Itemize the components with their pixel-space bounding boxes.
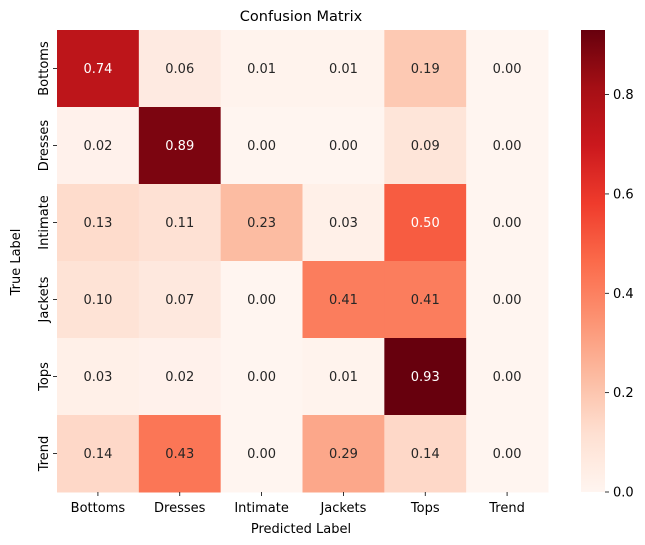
cell-value-label: 0.19 — [411, 62, 440, 77]
cell-value-label: 0.02 — [165, 370, 194, 385]
y-tick-label: Intimate — [37, 195, 52, 250]
colorbar-tick-label: 0.6 — [613, 187, 634, 202]
x-axis-ticks: Bottoms Dresses Intimate Jackets Tops Trend — [71, 492, 525, 516]
cell-value-label: 0.00 — [493, 370, 522, 385]
heatmap-cell — [384, 338, 467, 416]
heatmap-cell — [384, 30, 467, 108]
x-tick-label: Dresses — [154, 501, 206, 516]
chart-title: Confusion Matrix — [240, 9, 363, 25]
y-axis-ticks: Bottoms Dresses Intimate Jackets Tops Trend — [37, 41, 57, 472]
cell-value-label: 0.11 — [165, 216, 194, 231]
cell-value-label: 0.00 — [247, 293, 276, 308]
heatmap-cell — [57, 30, 140, 108]
cell-value-label: 0.14 — [83, 447, 112, 462]
x-tick-label: Trend — [488, 501, 525, 516]
heatmap-cell — [138, 338, 222, 416]
heatmap-cell — [302, 338, 385, 416]
x-tick-label: Tops — [410, 501, 440, 516]
cell-value-label: 0.14 — [411, 447, 440, 462]
heatmap-cell — [57, 261, 140, 339]
heatmap-cell — [384, 261, 467, 339]
cell-value-label: 0.29 — [329, 447, 358, 462]
heatmap-cell — [466, 30, 549, 108]
heatmap-cell — [302, 107, 385, 185]
x-tick-label: Jackets — [319, 501, 366, 516]
heatmap-cell — [57, 107, 140, 185]
heatmap-cell — [138, 184, 222, 262]
heatmap-cell — [220, 30, 303, 108]
heatmap-cell — [57, 184, 140, 262]
heatmap-cell — [220, 184, 303, 262]
heatmap-cell — [220, 107, 303, 185]
heatmap-cell — [384, 415, 467, 493]
x-tick-label: Intimate — [234, 501, 289, 516]
y-tick-label: Bottoms — [37, 41, 52, 96]
cell-value-label: 0.43 — [165, 447, 194, 462]
heatmap-cell — [466, 184, 549, 262]
cell-value-label: 0.23 — [247, 216, 276, 231]
heatmap-cell — [138, 107, 222, 185]
colorbar-tick-label: 0.4 — [613, 287, 634, 302]
cell-value-label: 0.00 — [247, 370, 276, 385]
cell-value-label: 0.03 — [329, 216, 358, 231]
cell-value-label: 0.09 — [411, 139, 440, 154]
heatmap-cell — [302, 415, 385, 493]
heatmap-cell — [57, 338, 140, 416]
cell-value-label: 0.00 — [247, 447, 276, 462]
heatmap-cell — [138, 30, 222, 108]
heatmap-cell — [138, 261, 222, 339]
heatmap-cell — [302, 30, 385, 108]
heatmap-cell — [57, 415, 140, 493]
heatmap-cells: 0.74 0.06 0.01 0.01 0.19 0.00 0.02 0.89 0.00 0.00… — [57, 30, 549, 493]
heatmap-cell — [138, 415, 222, 493]
y-tick-label: Dresses — [37, 120, 52, 172]
heatmap-cell — [466, 415, 549, 493]
cell-value-label: 0.01 — [329, 370, 358, 385]
cell-value-label: 0.89 — [165, 139, 194, 154]
cell-value-label: 0.41 — [411, 293, 440, 308]
cell-value-label: 0.41 — [329, 293, 358, 308]
heatmap-cell — [302, 184, 385, 262]
y-tick-label: Trend — [37, 436, 52, 473]
cell-value-label: 0.03 — [83, 370, 112, 385]
cell-value-label: 0.07 — [165, 293, 194, 308]
y-axis-label: True Label — [9, 229, 24, 297]
cell-value-label: 0.00 — [329, 139, 358, 154]
cell-value-label: 0.50 — [411, 216, 440, 231]
y-tick-label: Tops — [37, 362, 52, 392]
heatmap-cell — [384, 184, 467, 262]
y-tick-label: Jackets — [37, 276, 52, 323]
heatmap-cell — [302, 261, 385, 339]
cell-value-label: 0.13 — [83, 216, 112, 231]
cell-value-label: 0.00 — [493, 447, 522, 462]
cell-value-label: 0.00 — [493, 139, 522, 154]
x-tick-label: Bottoms — [71, 501, 126, 516]
heatmap-cell — [220, 338, 303, 416]
colorbar — [581, 30, 605, 492]
cell-value-label: 0.00 — [493, 62, 522, 77]
colorbar-tick-label: 0.2 — [613, 386, 634, 401]
colorbar-tick-label: 0.0 — [613, 486, 634, 501]
heatmap-cell — [220, 261, 303, 339]
cell-value-label: 0.00 — [247, 139, 276, 154]
heatmap-cell — [220, 415, 303, 493]
heatmap-cell — [466, 261, 549, 339]
cell-value-label: 0.93 — [411, 370, 440, 385]
cell-value-label: 0.10 — [83, 293, 112, 308]
colorbar-ticks: 0.0 0.2 0.4 0.6 0.8 — [605, 88, 634, 501]
heatmap-cell — [384, 107, 467, 185]
cell-value-label: 0.06 — [165, 62, 194, 77]
colorbar-tick-label: 0.8 — [613, 88, 634, 103]
cell-value-label: 0.00 — [493, 216, 522, 231]
cell-value-label: 0.02 — [83, 139, 112, 154]
cell-value-label: 0.74 — [83, 62, 112, 77]
x-axis-label: Predicted Label — [251, 522, 351, 537]
cell-value-label: 0.01 — [329, 62, 358, 77]
cell-value-label: 0.00 — [493, 293, 522, 308]
heatmap-cell — [466, 107, 549, 185]
cell-value-label: 0.01 — [247, 62, 276, 77]
heatmap-cell — [466, 338, 549, 416]
